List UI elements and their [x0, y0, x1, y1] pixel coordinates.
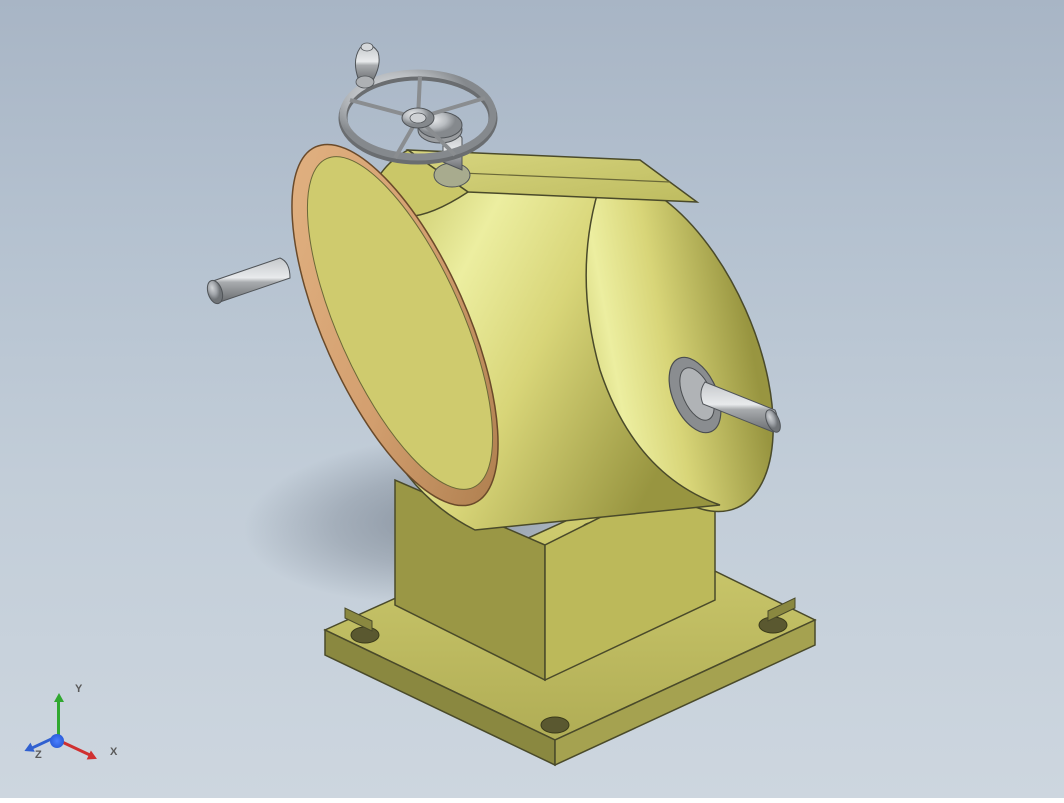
- cad-viewport[interactable]: X Y Z: [0, 0, 1064, 798]
- triad-origin: [50, 734, 64, 748]
- orientation-triad[interactable]: X Y Z: [35, 683, 115, 763]
- axis-label-z: Z: [35, 749, 42, 761]
- model-canvas[interactable]: [0, 0, 1064, 798]
- axis-label-y: Y: [75, 683, 82, 695]
- axis-label-x: X: [110, 746, 117, 758]
- model-svg: [0, 0, 1064, 798]
- axis-y: [57, 700, 60, 738]
- shaft-left: [205, 258, 290, 306]
